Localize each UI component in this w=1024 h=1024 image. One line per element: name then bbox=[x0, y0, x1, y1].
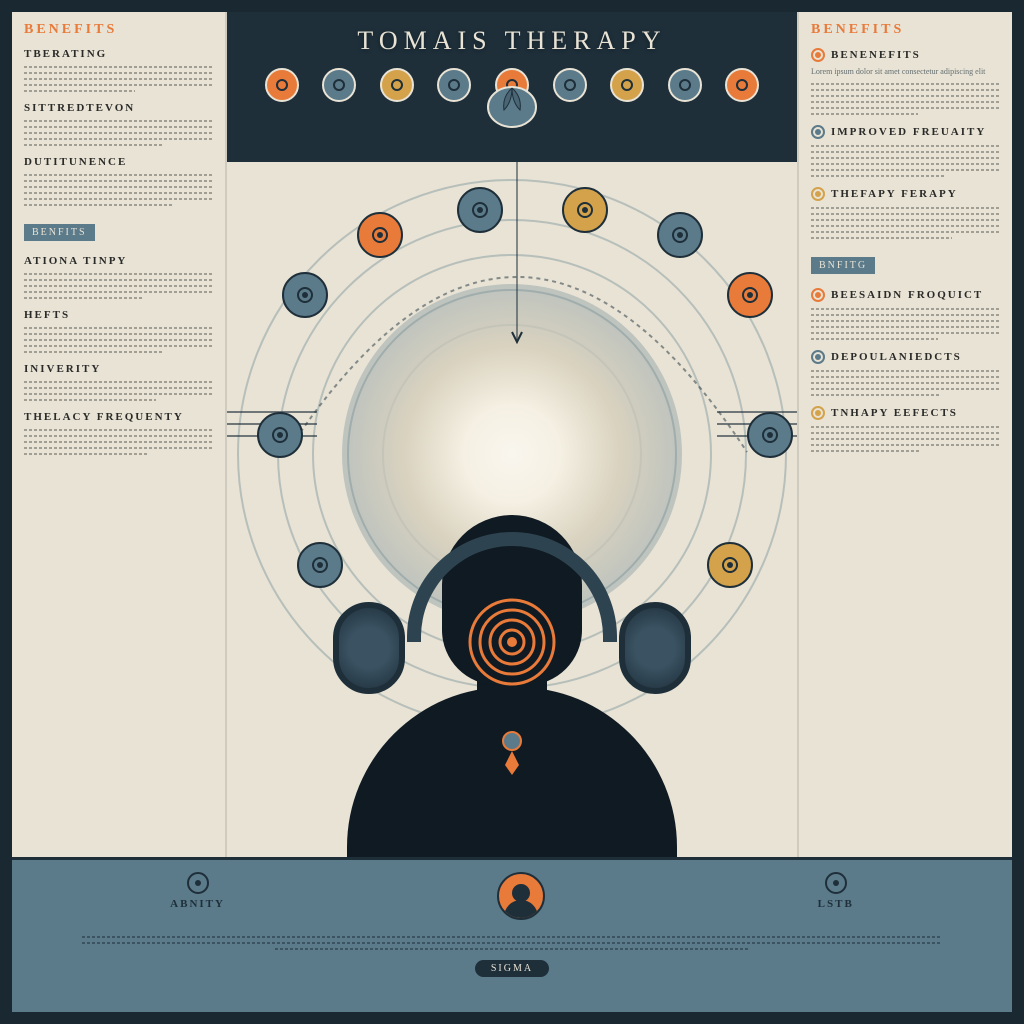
orbit-node-icon bbox=[562, 187, 608, 233]
text-lines-block bbox=[811, 145, 1000, 177]
orbit-node-icon bbox=[707, 542, 753, 588]
bullet-icon bbox=[811, 288, 825, 302]
bullet-icon bbox=[811, 48, 825, 62]
hero-mini-icon bbox=[322, 68, 356, 102]
section-heading-text: ATIONA TINPY bbox=[24, 255, 127, 267]
text-lines-block bbox=[811, 83, 1000, 115]
sidebar-section-heading: TNHAPY EEFECTS bbox=[811, 406, 1000, 420]
text-lines-block bbox=[24, 273, 213, 299]
hero-mini-icon bbox=[380, 68, 414, 102]
bullet-icon bbox=[811, 187, 825, 201]
hero-mini-icon bbox=[610, 68, 644, 102]
brand-badge: SIGMA bbox=[475, 960, 549, 977]
brain-icon bbox=[482, 82, 542, 132]
section-heading-text: DUTITUNENCE bbox=[24, 156, 127, 168]
bullet-icon bbox=[811, 125, 825, 139]
section-heading-text: BENENEFITS bbox=[831, 49, 921, 61]
section-heading-text: TNHAPY EEFECTS bbox=[831, 407, 958, 419]
sidebar-sub-heading: BENFITS bbox=[24, 224, 95, 241]
text-lines-block bbox=[811, 207, 1000, 239]
sidebar-section-heading: ATIONA TINPY bbox=[24, 255, 213, 267]
headphone-left-icon bbox=[333, 602, 405, 694]
section-heading-text: THEFAPY FERAPY bbox=[831, 188, 958, 200]
orbit-node-icon bbox=[297, 542, 343, 588]
bottom-block-title: ABNITY bbox=[170, 898, 225, 910]
illustration-zone bbox=[227, 162, 797, 857]
block-bullet-icon bbox=[825, 872, 847, 894]
sidebar-section-heading: HEFTS bbox=[24, 309, 213, 321]
text-lines-block bbox=[811, 370, 1000, 396]
bottom-block: LSTB bbox=[818, 872, 854, 910]
center-panel: TOMAIS THERAPY bbox=[227, 12, 797, 857]
sidebar-section-heading: THELACY FREQUENTY bbox=[24, 411, 213, 423]
sidebar-section-heading: DEPOULANIEDCTS bbox=[811, 350, 1000, 364]
block-bullet-icon bbox=[187, 872, 209, 894]
sidebar-sub-heading: BNFITG bbox=[811, 257, 875, 274]
hero-header: TOMAIS THERAPY bbox=[227, 12, 797, 162]
section-heading-text: SITTREDTEVON bbox=[24, 102, 135, 114]
right-sidebar-header: BENEFITS bbox=[811, 22, 1000, 38]
pendant-icon bbox=[497, 727, 527, 777]
section-heading-text: INIVERITY bbox=[24, 363, 101, 375]
avatar-icon bbox=[497, 872, 545, 920]
infographic-page: BENEFITS TBERATING SITTREDTEVON DUTITUNENC… bbox=[12, 12, 1012, 1012]
text-lines-block bbox=[24, 381, 213, 401]
bottom-blocks-row: ABNITY LSTB bbox=[34, 872, 990, 924]
bottom-desc-lines bbox=[82, 936, 942, 954]
bullet-icon bbox=[811, 350, 825, 364]
text-lines-block bbox=[811, 426, 1000, 452]
sidebar-section-heading: TBERATING bbox=[24, 48, 213, 60]
section-heading-text: THELACY FREQUENTY bbox=[24, 411, 184, 423]
orbit-node-icon bbox=[657, 212, 703, 258]
main-title: TOMAIS THERAPY bbox=[237, 26, 787, 56]
orbit-node-icon bbox=[282, 272, 328, 318]
section-heading-text: IMPROVED FREUAITY bbox=[831, 126, 986, 138]
hero-mini-icon bbox=[265, 68, 299, 102]
section-heading-text: TBERATING bbox=[24, 48, 107, 60]
left-sidebar-header: BENEFITS bbox=[24, 22, 213, 38]
sidebar-section-heading: BENENEFITS bbox=[811, 48, 1000, 62]
hero-mini-icon bbox=[553, 68, 587, 102]
bottom-block bbox=[497, 872, 545, 924]
sidebar-section-heading: IMPROVED FREUAITY bbox=[811, 125, 1000, 139]
person-silhouette bbox=[347, 497, 677, 857]
section-heading-text: BEESAIDN FROQUICT bbox=[831, 289, 983, 301]
sidebar-section-heading: INIVERITY bbox=[24, 363, 213, 375]
text-lines-block bbox=[24, 429, 213, 455]
headphone-right-icon bbox=[619, 602, 691, 694]
text-lines-block bbox=[811, 308, 1000, 340]
text-lines-block bbox=[24, 66, 213, 92]
sidebar-section-heading: SITTREDTEVON bbox=[24, 102, 213, 114]
bottom-panel: ABNITY LSTB SIGMA bbox=[12, 857, 1012, 1012]
orbit-node-icon bbox=[357, 212, 403, 258]
hero-mini-icon bbox=[668, 68, 702, 102]
orbit-node-icon bbox=[747, 412, 793, 458]
text-lines-block bbox=[24, 174, 213, 206]
orbit-node-icon bbox=[457, 187, 503, 233]
bottom-block-title: LSTB bbox=[818, 898, 854, 910]
spiral-icon bbox=[462, 592, 562, 692]
right-sidebar: BENEFITS BENENEFITS Lorem ipsum dolor sit… bbox=[797, 12, 1012, 857]
sidebar-section-heading: DUTITUNENCE bbox=[24, 156, 213, 168]
outer-frame: BENEFITS TBERATING SITTREDTEVON DUTITUNENC… bbox=[0, 0, 1024, 1024]
section-heading-text: DEPOULANIEDCTS bbox=[831, 351, 962, 363]
bullet-icon bbox=[811, 406, 825, 420]
left-sidebar: BENEFITS TBERATING SITTREDTEVON DUTITUNENC… bbox=[12, 12, 227, 857]
section-subtext: Lorem ipsum dolor sit amet consectetur a… bbox=[811, 68, 1000, 77]
sidebar-section-heading: THEFAPY FERAPY bbox=[811, 187, 1000, 201]
hero-mini-icon bbox=[437, 68, 471, 102]
orbit-node-icon bbox=[257, 412, 303, 458]
sidebar-section-heading: BEESAIDN FROQUICT bbox=[811, 288, 1000, 302]
hero-mini-icon bbox=[725, 68, 759, 102]
section-heading-text: HEFTS bbox=[24, 309, 70, 321]
bottom-block: ABNITY bbox=[170, 872, 225, 910]
orbit-node-icon bbox=[727, 272, 773, 318]
text-lines-block bbox=[24, 120, 213, 146]
text-lines-block bbox=[24, 327, 213, 353]
